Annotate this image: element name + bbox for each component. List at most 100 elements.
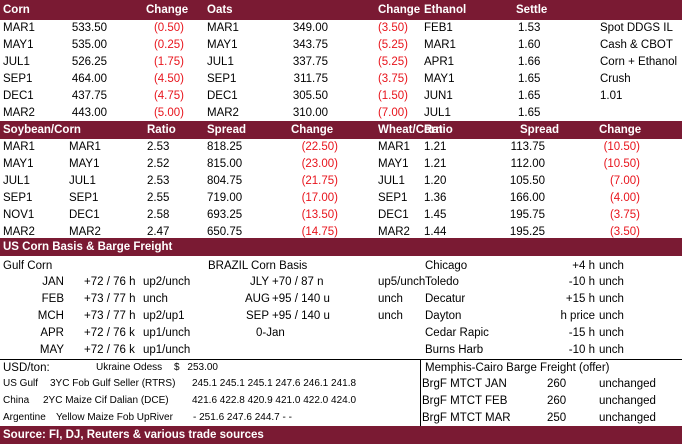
wheat-change: (3.50) [609,226,640,238]
brazil-change: unch [378,310,403,322]
wheat-change: (3.75) [609,209,640,221]
ethanol-month: JUN1 [424,90,453,102]
oats-price: 337.75 [292,56,328,68]
soy-corn-month: SEP1 [69,192,99,204]
oats-month: MAY1 [207,39,238,51]
interior-location: Burns Harb [425,344,484,356]
oats-change: (5.25) [377,56,408,68]
gulf-month: APR [40,327,64,339]
ethanol-note: Corn + Ethanol [600,56,678,68]
ethanol-note: Cash & CBOT [600,39,673,51]
ethanol-month: FEB1 [424,22,453,34]
soy-change: (14.75) [301,226,338,238]
wheat-spread: 112.00 [510,158,545,170]
gulf-change: unch [143,293,168,305]
source-note: Source: FI, DJ, Reuters & various trade … [3,429,264,441]
wheat-spread: 195.75 [509,209,545,221]
soy-spread: 719.00 [207,192,243,204]
mid-header-5: Ratio [424,124,453,136]
soy-corn-month: MAR1 [69,141,101,153]
brazil-date: 0-Jan [256,327,285,339]
wheat-spread: 105.50 [509,175,545,187]
brazil-change: unch [378,293,403,305]
soy-spread: 650.75 [207,226,243,238]
soy-spread: 804.75 [207,175,243,187]
oats-price: 343.75 [292,39,328,51]
ethanol-note: Crush [600,73,631,85]
gulf-month: MCH [37,310,64,322]
interior-basis: -15 h [568,327,595,339]
soy-ratio: 2.52 [147,158,170,170]
wheat-month: MAR2 [378,226,410,238]
oats-change: (5.25) [377,39,408,51]
soy-month: MAY1 [3,158,34,170]
soy-month: MAR2 [3,226,35,238]
soy-ratio: 2.47 [147,226,170,238]
barge-title: Memphis-Cairo Barge Freight (offer) [425,362,610,374]
origin-desc: Yellow Maize Fob UpRiver [56,412,173,423]
ukraine-currency: $ [174,362,180,373]
barge-change: unchanged [599,412,656,424]
interior-basis: -10 h [568,276,595,288]
wheat-month: MAR1 [378,141,410,153]
mid-header-2: Spread [207,124,246,136]
soy-corn-month: MAR2 [69,226,101,238]
corn-month: DEC1 [3,90,34,102]
top-header-band [0,0,682,20]
top-header-4: Ethanol [424,4,467,16]
soy-ratio: 2.53 [147,141,170,153]
source-band [0,426,682,444]
oats-change: (3.75) [377,73,408,85]
wheat-month: MAY1 [378,158,409,170]
mid-header-1: Ratio [147,124,176,136]
interior-change: unch [599,327,624,339]
interior-basis: h price [560,310,595,322]
interior-location: Dayton [425,310,462,322]
oats-month: MAR2 [207,107,239,119]
soy-spread: 818.25 [207,141,243,153]
origin-values: 421.6 422.8 420.9 421.0 422.0 424.0 [192,395,357,406]
interior-change: unch [599,310,624,322]
corn-month: MAR2 [3,107,35,119]
gulf-change: up2/up1 [143,310,185,322]
soy-spread: 815.00 [207,158,243,170]
soy-ratio: 2.55 [147,192,170,204]
soy-month: MAR1 [3,141,35,153]
mid-header-band [0,121,682,139]
wheat-change: (7.00) [609,175,640,187]
origin: US Gulf [3,378,39,389]
section-divider [0,359,682,360]
soy-change: (23.00) [301,158,338,170]
interior-location: Toledo [425,276,459,288]
brazil-month: SEP [245,310,269,322]
ethanol-note: Spot DDGS IL [600,22,673,34]
barge-change: unchanged [599,395,656,407]
oats-price: 305.50 [292,90,328,102]
barge-contract: BrgF MTCT FEB [422,395,508,407]
ethanol-settle: 1.53 [518,22,541,34]
gulf-basis: +72 / 76 k [84,327,135,339]
mid-header-6: Spread [520,124,559,136]
origin-values: - 251.6 247.6 244.7 - - [193,412,292,423]
corn-change: (0.25) [153,39,184,51]
interior-change: unch [599,293,624,305]
interior-location: Decatur [425,293,466,305]
wheat-ratio: 1.45 [424,209,447,221]
ethanol-settle: 1.66 [518,56,541,68]
top-header-2: Oats [207,4,233,16]
oats-month: SEP1 [207,73,237,85]
mid-header-0: Soybean/Corn [3,124,81,136]
brazil-basis: +95 / 140 u [272,293,330,305]
brazil-basis: +95 / 140 u [272,310,330,322]
barge-value: 250 [547,412,567,424]
interior-basis: +4 h [572,260,595,272]
wheat-month: DEC1 [378,209,409,221]
gulf-basis: +72 / 76 k [84,344,135,356]
interior-basis: -10 h [568,344,595,356]
corn-month: JUL1 [3,56,30,68]
gulf-basis: +72 / 76 h [84,276,136,288]
brazil-basis: +70 / 87 n [272,276,324,288]
ethanol-month: JUL1 [424,107,451,119]
gulf-change: up1/unch [143,327,191,339]
gulf-basis: +73 / 77 h [84,310,136,322]
